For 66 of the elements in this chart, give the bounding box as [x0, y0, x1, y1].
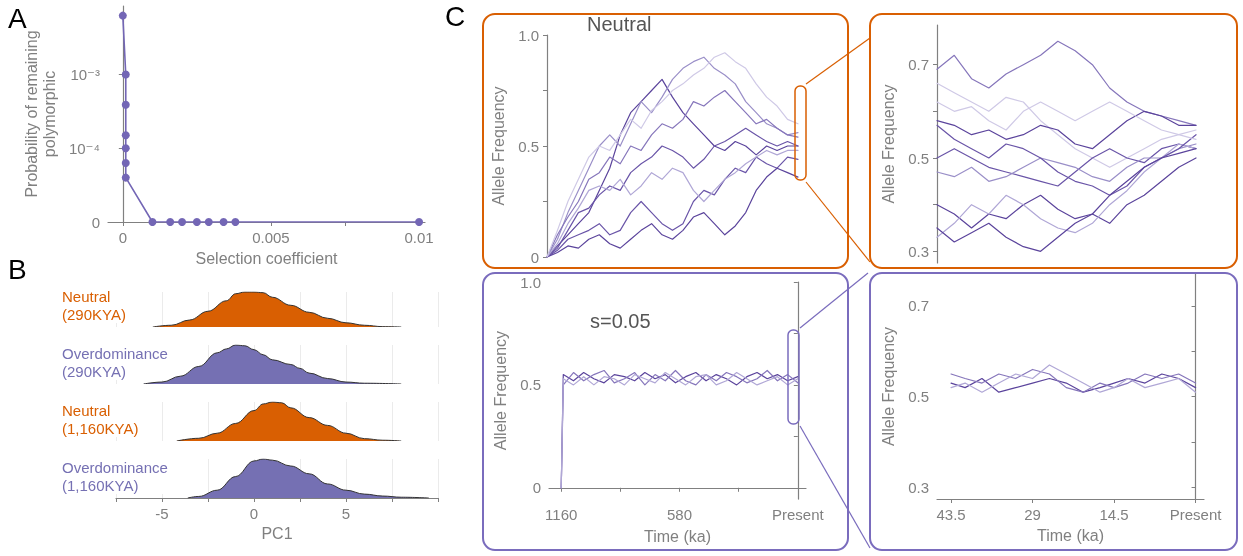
point	[166, 218, 175, 226]
x-axis-title: Selection coefficient	[195, 250, 339, 268]
point	[231, 218, 240, 226]
y-tick-label: 1.0	[520, 273, 541, 291]
point	[121, 100, 130, 109]
point	[121, 173, 130, 182]
point	[178, 218, 187, 226]
x-tick-label: 0	[249, 505, 259, 522]
y-tick-label: 1.0	[518, 26, 539, 44]
x-axis-title: PC1	[261, 524, 293, 542]
x-tick-label: 1160	[545, 506, 578, 524]
point	[148, 218, 157, 226]
text: s=0.05	[590, 310, 651, 332]
x-tick-label: Present	[1169, 506, 1223, 523]
y-axis-title: Allele Frequency	[489, 86, 507, 206]
x-tick-label: -5	[155, 505, 169, 522]
y-tick-label: 0.7	[908, 56, 929, 74]
y-tick-label: 0.5	[520, 376, 541, 394]
x-axis-title: Time (ka)	[644, 527, 711, 545]
point	[204, 218, 213, 226]
x-tick-label: Present	[771, 506, 825, 524]
line-series	[936, 110, 1197, 150]
point	[121, 144, 130, 153]
line-series	[936, 40, 1197, 126]
chart-title: Neutral	[587, 13, 652, 35]
point	[121, 131, 130, 140]
y-tick-label: 0	[532, 479, 541, 497]
line-series	[936, 124, 1197, 196]
x-tick-label: 0	[118, 229, 127, 246]
y-tick-label: 0	[530, 248, 539, 266]
y-tick-label: 0.5	[518, 137, 539, 155]
x-tick-label: 29	[1024, 506, 1041, 523]
line-series	[936, 148, 1197, 252]
point	[219, 218, 228, 226]
line-series	[950, 373, 1197, 393]
point	[415, 218, 424, 226]
x-tick-label: 5	[341, 505, 351, 522]
y-axis-title: Allele Frequency	[491, 330, 509, 451]
text: Neutral (1,160KYA)	[62, 401, 139, 437]
x-tick-label: 0.01	[404, 229, 434, 246]
x-tick-label: 0.005	[252, 229, 290, 246]
y-tick-label: 0.5	[908, 388, 929, 406]
y-tick-label: 10⁻³	[70, 66, 100, 84]
x-tick-label: 14.5	[1099, 506, 1129, 523]
x-tick-label: 580	[667, 506, 693, 524]
series-label: Neutral (290KYA)	[62, 287, 126, 323]
point	[121, 159, 130, 168]
point	[121, 70, 130, 79]
x-tick-label: 43.5	[936, 506, 966, 523]
point	[192, 218, 201, 226]
y-axis-title: Allele Frequency	[879, 326, 897, 447]
y-tick-label: 0.5	[908, 149, 929, 167]
y-axis-title: Allele Frequency	[879, 84, 897, 204]
x-axis-title: Time (ka)	[1037, 527, 1104, 545]
text: B	[8, 253, 27, 285]
line-series	[936, 143, 1197, 238]
y-tick-label: 0	[91, 213, 100, 231]
y-tick-label: 0.3	[908, 479, 929, 497]
y-tick-label: 0.3	[908, 242, 929, 260]
point	[118, 11, 127, 20]
series-label: Overdominance (290KYA)	[62, 344, 168, 380]
y-tick-label: 0.7	[908, 297, 929, 315]
text: C	[445, 0, 466, 32]
y-tick-label: 10⁻⁴	[68, 139, 100, 157]
series-label: Overdominance (1,160KYA)	[62, 458, 168, 494]
line-series	[936, 82, 1197, 168]
